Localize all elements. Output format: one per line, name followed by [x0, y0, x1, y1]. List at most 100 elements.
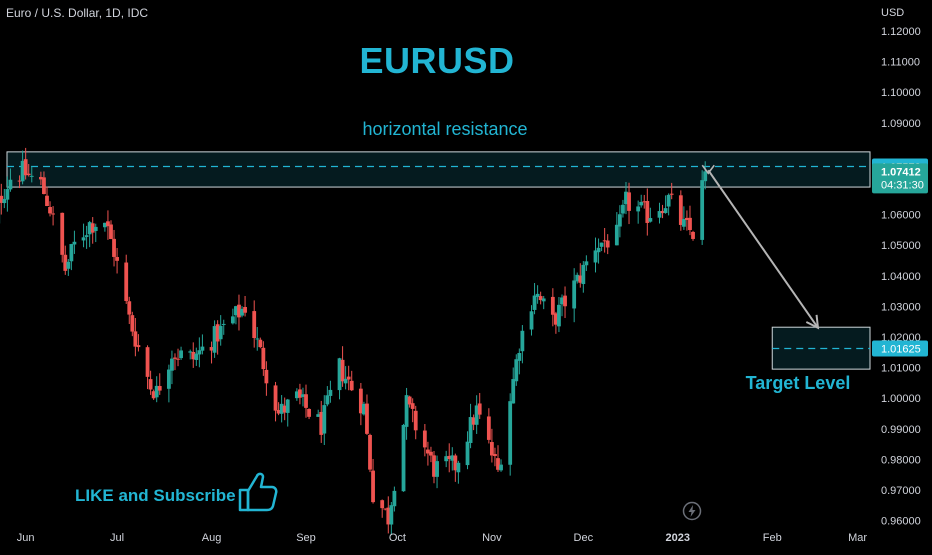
time-tick-label: Mar — [848, 532, 867, 544]
candle-body — [581, 265, 585, 284]
price-tick-label: 0.99000 — [881, 424, 921, 436]
candle-body — [5, 189, 9, 200]
candle-body — [347, 377, 351, 380]
candle-body — [219, 326, 223, 339]
candle-body — [231, 316, 235, 323]
candle-body — [615, 225, 619, 246]
resistance-zone — [7, 152, 870, 187]
candle-body — [94, 227, 98, 231]
candle-body — [115, 257, 119, 261]
candle-body — [618, 214, 622, 226]
candle-body — [487, 416, 491, 439]
candle-body — [307, 409, 311, 417]
price-tick-label: 1.05000 — [881, 240, 921, 252]
candle-body — [648, 218, 652, 222]
candle-body — [274, 385, 278, 410]
time-tick-label: Nov — [482, 532, 502, 544]
price-tick-label: 1.01000 — [881, 363, 921, 375]
candle-body — [24, 159, 28, 175]
candle-body — [173, 358, 177, 359]
candle-body — [341, 360, 345, 381]
candle-body — [551, 297, 555, 315]
like-subscribe-text: LIKE and Subscribe — [75, 486, 236, 506]
resistance-zone-label: horizontal resistance — [0, 119, 890, 140]
candle-body — [478, 403, 482, 414]
candle-body — [703, 171, 707, 181]
candle-body — [414, 411, 418, 431]
candle-body — [371, 471, 375, 503]
candle-body — [606, 241, 610, 248]
candle-body — [493, 454, 497, 456]
candle-body — [597, 248, 601, 252]
symbol-title: Euro / U.S. Dollar, 1D, IDC — [6, 6, 148, 20]
lightning-icon[interactable] — [682, 501, 702, 521]
candle-body — [82, 237, 86, 240]
candle-body — [48, 207, 52, 213]
price-tick-label: 1.04000 — [881, 271, 921, 283]
candle-body — [517, 353, 521, 361]
candle-body — [60, 213, 64, 255]
candle-body — [664, 208, 668, 213]
candle-body — [261, 348, 265, 369]
time-tick-label: Aug — [202, 532, 222, 544]
candle-body — [563, 296, 567, 307]
candle-body — [490, 442, 494, 455]
candle-body — [594, 250, 598, 262]
candle-body — [137, 345, 141, 347]
candle-body — [365, 404, 369, 434]
candle-body — [322, 405, 326, 433]
candle-body — [429, 452, 433, 456]
time-tick-label: 2023 — [666, 532, 690, 544]
candle-body — [520, 331, 524, 351]
candle-body — [286, 400, 290, 413]
chart-title: EURUSD — [0, 40, 874, 82]
candle-body — [27, 174, 31, 175]
candle-body — [255, 338, 259, 339]
candle-body — [201, 347, 205, 351]
candle-body — [146, 347, 150, 377]
candle-body — [688, 218, 692, 230]
candle-body — [466, 442, 470, 465]
candle-body — [423, 431, 427, 448]
price-tick-label: 1.12000 — [881, 26, 921, 38]
candle-body — [258, 340, 262, 347]
time-tick-label: Feb — [763, 532, 782, 544]
candle-body — [667, 195, 671, 207]
candle — [700, 170, 704, 245]
candle-body — [530, 311, 534, 329]
candle-body — [51, 213, 55, 214]
candle-body — [670, 194, 674, 195]
candle-body — [700, 180, 704, 240]
thumbs-up-icon — [236, 470, 278, 514]
candle-body — [584, 261, 588, 265]
candle-body — [621, 205, 625, 214]
candle-body — [252, 311, 256, 338]
candle-body — [368, 435, 372, 470]
candle-body — [167, 370, 171, 389]
candle-body — [557, 305, 561, 326]
candle-body — [85, 235, 89, 237]
candle-body — [325, 395, 329, 404]
candle-body — [691, 232, 695, 239]
candle-body — [243, 307, 247, 313]
price-tick-label: 1.10000 — [881, 87, 921, 99]
candle-body — [435, 461, 439, 477]
price-tick-label: 1.11000 — [881, 57, 920, 69]
candle-body — [45, 196, 49, 206]
candle-body — [600, 243, 604, 247]
candle-body — [511, 379, 515, 403]
candle-body — [456, 463, 460, 472]
candle-body — [30, 176, 34, 177]
candle-body — [499, 465, 503, 471]
candle-body — [73, 242, 77, 245]
candle-body — [514, 359, 518, 381]
candle-body — [264, 370, 268, 383]
candle-body — [639, 202, 643, 205]
time-tick-label: Jun — [17, 532, 35, 544]
last-price-text: 1.07412 — [881, 166, 921, 178]
candle-body — [69, 244, 73, 261]
candle-body — [411, 403, 415, 409]
candle — [368, 434, 372, 472]
